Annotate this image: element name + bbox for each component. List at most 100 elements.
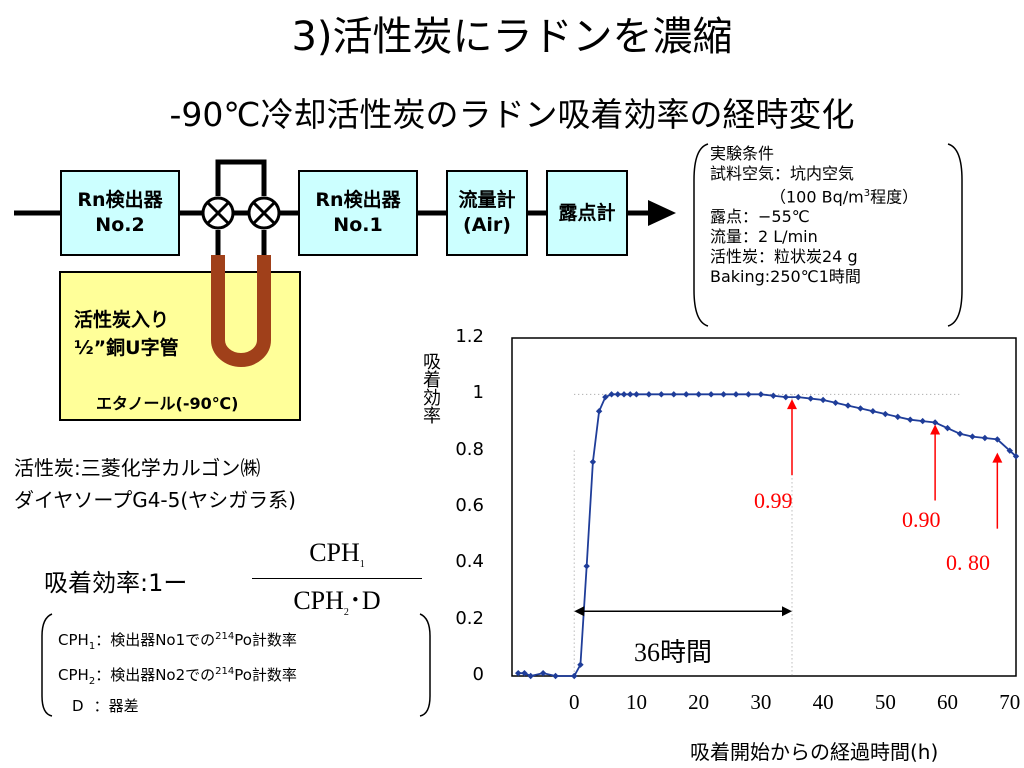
- data-point: [695, 391, 702, 398]
- formula-fraction-bar: [252, 578, 422, 579]
- data-point: [608, 391, 615, 398]
- conditions-sample-conc: （100 Bq/m3程度）: [770, 187, 919, 207]
- data-point: [1012, 453, 1020, 460]
- data-point: [907, 416, 914, 423]
- legend-brackets: [41, 613, 431, 717]
- data-point: [844, 402, 852, 409]
- y-tick-label: 0.2: [455, 607, 484, 629]
- data-point: [757, 391, 765, 398]
- bypass-line: [215, 159, 267, 196]
- plot-frame: [511, 337, 1017, 677]
- data-point: [869, 408, 877, 415]
- u-tube: [211, 255, 271, 367]
- formula-lhs: 吸着効率:1ー: [44, 569, 188, 597]
- conditions-flow: 流量：2 L/min: [710, 227, 818, 247]
- y-tick-label: 0.6: [455, 495, 484, 516]
- x-tick-label: 70: [999, 690, 1021, 714]
- data-point: [807, 395, 814, 402]
- data-point: [944, 424, 951, 432]
- x-tick-label: 30: [750, 690, 772, 714]
- conditions-heading: 実験条件: [710, 144, 775, 163]
- annotation-arrow-head: [992, 452, 1003, 463]
- data-point: [633, 391, 640, 398]
- formula-numerator: CPH1: [309, 538, 365, 571]
- valve-right: [247, 196, 281, 230]
- data-point: [770, 392, 777, 399]
- data-point: [857, 405, 864, 412]
- data-point: [620, 391, 628, 398]
- data-point: [994, 436, 1001, 443]
- activated-carbon-info: 活性炭:三菱化学カルゴン㈱ ダイヤソープG4-5(ヤシガラ系): [14, 452, 296, 516]
- data-point: [720, 391, 727, 398]
- data-point: [832, 399, 839, 406]
- detector-no2-label: Rn検出器: [77, 189, 163, 212]
- data-point: [521, 669, 528, 677]
- conditions-dewpoint: 露点：−55℃: [710, 207, 810, 227]
- x-tick-label: 40: [812, 690, 834, 714]
- conditions-brackets: [693, 143, 963, 327]
- flowmeter-medium: (Air): [463, 214, 511, 236]
- x-tick-label: 20: [688, 690, 710, 714]
- data-point: [919, 417, 926, 425]
- detector-no2-number: No.2: [95, 214, 145, 236]
- data-point: [683, 391, 690, 398]
- data-point: [602, 393, 609, 401]
- formula-legend: CPH1：検出器No1での214Po計数率 CPH2：検出器No2での214Po…: [58, 624, 297, 719]
- conditions-baking: Baking:250℃1時間: [710, 267, 861, 287]
- data-point: [1006, 447, 1013, 454]
- u-tube-label: 活性炭入り ½”銅U字管: [74, 306, 179, 362]
- valve-left: [201, 196, 235, 230]
- data-point: [589, 458, 597, 466]
- conditions-sample: 試料空気：坑内空気: [710, 164, 855, 183]
- annotation-label: 0. 80: [946, 550, 990, 575]
- legend-cph1: CPH1：検出器No1での214Po計数率: [58, 631, 297, 652]
- data-point: [571, 672, 578, 680]
- carbon-product: ダイヤソープG4-5(ヤシガラ系): [14, 488, 296, 512]
- data-point: [527, 672, 534, 680]
- legend-d: D ：器差: [72, 697, 139, 715]
- data-point: [707, 391, 715, 398]
- detector-no2-box: Rn検出器 No.2: [60, 170, 180, 256]
- detector-no1-number: No.1: [333, 214, 383, 236]
- experiment-conditions: 実験条件 試料空気：坑内空気 （100 Bq/m3程度） 露点：−55℃ 流量：…: [710, 144, 970, 287]
- data-point: [931, 419, 939, 426]
- data-point: [795, 393, 802, 401]
- data-point: [658, 391, 665, 398]
- detector-no1-box: Rn検出器 No.1: [298, 170, 418, 256]
- dewpoint-meter-label: 露点計: [558, 201, 616, 224]
- data-point: [956, 430, 964, 437]
- duration-arrow-left: [574, 606, 585, 617]
- series-line: [518, 393, 1017, 677]
- data-point: [539, 669, 547, 677]
- data-point: [670, 391, 677, 398]
- data-point: [894, 413, 901, 421]
- u-tube-label-line1: 活性炭入り: [74, 309, 170, 331]
- u-tube-label-line2: ½”銅U字管: [74, 337, 179, 359]
- data-point: [552, 672, 559, 680]
- y-tick-label: 0.8: [455, 438, 484, 460]
- annotation-label: 0.90: [902, 507, 941, 532]
- y-tick-label: 1.2: [455, 326, 484, 347]
- data-point: [782, 393, 789, 401]
- y-tick-label: 0.4: [455, 551, 484, 573]
- flow-arrow-head: [648, 200, 676, 226]
- duration-arrow-right: [782, 606, 792, 617]
- data-point: [981, 434, 989, 442]
- y-tick-label: 1: [472, 382, 484, 404]
- data-point: [595, 408, 603, 415]
- detector-no1-label: Rn検出器: [315, 189, 401, 212]
- data-point: [819, 396, 827, 404]
- annotation-arrow-head: [930, 424, 941, 435]
- data-point: [732, 391, 740, 398]
- data-point: [583, 562, 590, 570]
- formula-denominator: CPH2･D: [293, 586, 381, 619]
- y-axis-label: 吸着効率: [420, 352, 441, 424]
- x-tick-label: 0: [568, 690, 580, 714]
- y-tick-label: 0: [472, 664, 484, 685]
- duration-label: 36時間: [634, 638, 713, 667]
- annotation-arrow-head: [787, 399, 797, 410]
- data-point: [627, 391, 634, 398]
- x-axis-label: 吸着開始からの経過時間(h): [690, 740, 939, 764]
